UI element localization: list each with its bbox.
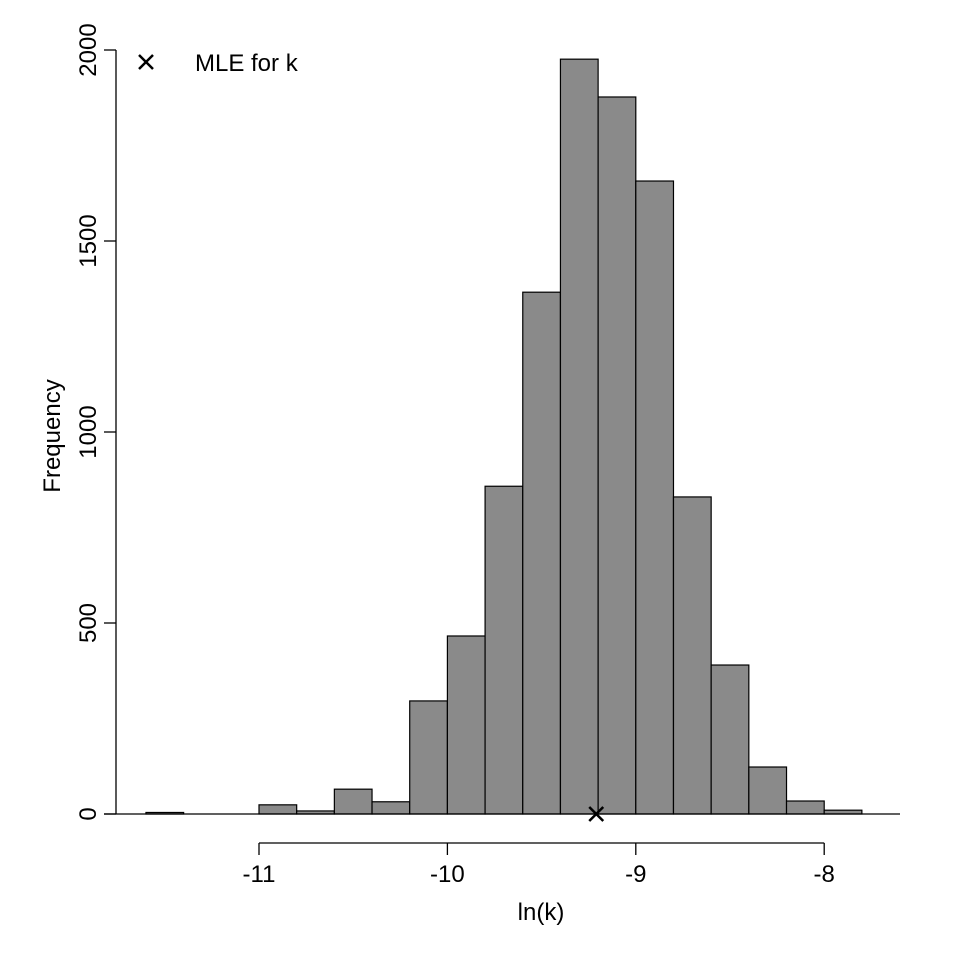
x-tick-label: -10 xyxy=(430,861,465,888)
histogram-bar xyxy=(748,766,788,815)
x-tick-label: -9 xyxy=(625,861,646,888)
histogram-bar xyxy=(258,804,298,815)
histogram-bar xyxy=(635,180,675,815)
y-axis-label: Frequency xyxy=(39,379,66,492)
x-tick-label: -8 xyxy=(814,861,835,888)
legend-label: MLE for k xyxy=(195,50,299,77)
x-tick-label: -11 xyxy=(243,861,276,888)
x-axis: -11 -10 -9 -8 xyxy=(243,842,835,888)
y-tick-label: 1000 xyxy=(75,405,102,458)
histogram-bar xyxy=(371,801,411,815)
mle-marker-stroke xyxy=(588,806,605,822)
histogram-bar xyxy=(559,58,599,815)
histogram-bar xyxy=(446,635,486,815)
y-axis: 0 500 1000 1500 2000 xyxy=(75,23,117,821)
histogram-bar xyxy=(409,700,449,815)
bars xyxy=(145,58,863,815)
y-tick-label: 0 xyxy=(75,807,102,820)
mle-marker xyxy=(588,806,605,822)
y-tick-label: 2000 xyxy=(75,23,102,76)
y-tick-label: 500 xyxy=(75,603,102,643)
markers xyxy=(588,806,605,822)
histogram-bar xyxy=(597,96,637,815)
y-tick-label: 1500 xyxy=(75,214,102,267)
histogram-bar xyxy=(710,664,750,815)
histogram-bar xyxy=(333,788,373,815)
x-axis-label: ln(k) xyxy=(518,899,565,926)
legend: MLE for k xyxy=(138,50,299,77)
histogram-bar xyxy=(522,291,562,815)
histogram-bar xyxy=(484,485,524,815)
histogram-bar xyxy=(785,800,825,815)
histogram-bar xyxy=(672,496,712,815)
legend-x-marker-icon xyxy=(138,54,154,70)
